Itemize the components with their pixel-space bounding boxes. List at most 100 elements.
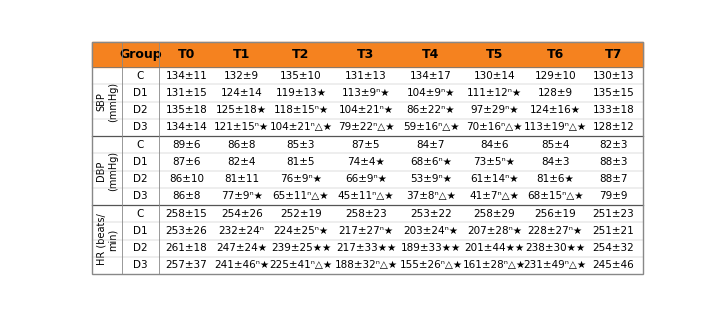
Text: 128±9: 128±9 [538, 88, 573, 98]
Text: 84±6: 84±6 [480, 140, 508, 150]
Text: 104±21ⁿ★: 104±21ⁿ★ [338, 105, 394, 115]
Text: 84±3: 84±3 [541, 157, 569, 167]
Text: Group: Group [119, 48, 162, 61]
Text: C: C [137, 209, 144, 219]
Text: 87±5: 87±5 [352, 140, 380, 150]
Text: 87±6: 87±6 [172, 157, 201, 167]
Text: D3: D3 [133, 122, 148, 132]
Text: 224±25ⁿ★: 224±25ⁿ★ [273, 226, 328, 236]
Text: 37±8ⁿ△★: 37±8ⁿ△★ [406, 192, 456, 202]
Text: 261±18: 261±18 [166, 243, 207, 253]
Text: 70±16ⁿ△★: 70±16ⁿ△★ [466, 122, 523, 132]
Text: 74±4★: 74±4★ [347, 157, 385, 167]
Text: D1: D1 [133, 226, 148, 236]
Text: 104±21ⁿ△★: 104±21ⁿ△★ [270, 122, 333, 132]
Text: 81±11: 81±11 [224, 174, 260, 184]
Text: 104±9ⁿ★: 104±9ⁿ★ [407, 88, 455, 98]
Text: D1: D1 [133, 157, 148, 167]
Text: 258±15: 258±15 [166, 209, 207, 219]
Text: T2: T2 [293, 48, 310, 61]
Text: T0: T0 [178, 48, 195, 61]
Text: 134±17: 134±17 [410, 71, 452, 80]
Text: 132±9: 132±9 [224, 71, 260, 80]
Text: 113±9ⁿ★: 113±9ⁿ★ [342, 88, 390, 98]
Text: 59±16ⁿ△★: 59±16ⁿ△★ [403, 122, 459, 132]
Text: SBP
(mmHg): SBP (mmHg) [97, 81, 118, 122]
Text: 247±24★: 247±24★ [216, 243, 267, 253]
Text: 130±14: 130±14 [474, 71, 516, 80]
Text: D2: D2 [133, 174, 148, 184]
Text: 217±33★★: 217±33★★ [336, 243, 396, 253]
Text: 131±13: 131±13 [345, 71, 387, 80]
Text: 131±15: 131±15 [166, 88, 207, 98]
Text: 86±22ⁿ★: 86±22ⁿ★ [407, 105, 455, 115]
Text: D3: D3 [133, 192, 148, 202]
Text: 232±24ⁿ: 232±24ⁿ [219, 226, 265, 236]
Text: D3: D3 [133, 261, 148, 271]
Text: 161±28ⁿ△★: 161±28ⁿ△★ [463, 261, 526, 271]
Text: 125±18★: 125±18★ [216, 105, 267, 115]
Text: C: C [137, 71, 144, 80]
Text: 68±6ⁿ★: 68±6ⁿ★ [410, 157, 452, 167]
Text: 201±44★★: 201±44★★ [465, 243, 525, 253]
Text: 130±13: 130±13 [593, 71, 635, 80]
Text: 135±18: 135±18 [166, 105, 207, 115]
Text: 119±13★: 119±13★ [275, 88, 326, 98]
Text: 239±25★★: 239±25★★ [271, 243, 331, 253]
Text: 82±3: 82±3 [599, 140, 627, 150]
Text: 84±7: 84±7 [417, 140, 445, 150]
Text: C: C [137, 140, 144, 150]
Text: T5: T5 [486, 48, 503, 61]
Text: 188±32ⁿ△★: 188±32ⁿ△★ [334, 261, 397, 271]
Text: 86±8: 86±8 [227, 140, 256, 150]
Text: 225±41ⁿ△★: 225±41ⁿ△★ [270, 261, 333, 271]
Text: T3: T3 [357, 48, 374, 61]
Text: 256±19: 256±19 [534, 209, 576, 219]
Text: 79±9: 79±9 [599, 192, 627, 202]
Text: 257±37: 257±37 [166, 261, 207, 271]
Text: 113±19ⁿ△★: 113±19ⁿ△★ [523, 122, 587, 132]
Text: 81±6★: 81±6★ [536, 174, 574, 184]
Text: T1: T1 [233, 48, 250, 61]
Text: 238±30★★: 238±30★★ [526, 243, 585, 253]
Text: 231±49ⁿ△★: 231±49ⁿ△★ [523, 261, 587, 271]
Text: 124±14: 124±14 [221, 88, 262, 98]
Text: 85±3: 85±3 [287, 140, 315, 150]
Text: D2: D2 [133, 243, 148, 253]
Text: 53±9ⁿ★: 53±9ⁿ★ [410, 174, 452, 184]
Text: 88±3: 88±3 [599, 157, 627, 167]
Text: 134±14: 134±14 [166, 122, 207, 132]
Text: 41±7ⁿ△★: 41±7ⁿ△★ [470, 192, 519, 202]
Text: 77±9ⁿ★: 77±9ⁿ★ [221, 192, 262, 202]
Text: 258±23: 258±23 [345, 209, 387, 219]
Text: 129±10: 129±10 [534, 71, 576, 80]
Text: D2: D2 [133, 105, 148, 115]
Text: T4: T4 [422, 48, 440, 61]
Text: 65±11ⁿ△★: 65±11ⁿ△★ [272, 192, 329, 202]
Text: 258±29: 258±29 [474, 209, 516, 219]
Text: 133±18: 133±18 [592, 105, 635, 115]
Text: 251±23: 251±23 [592, 209, 635, 219]
Text: 207±28ⁿ★: 207±28ⁿ★ [467, 226, 522, 236]
Text: 134±11: 134±11 [166, 71, 207, 80]
Text: 155±26ⁿ△★: 155±26ⁿ△★ [399, 261, 462, 271]
Text: 86±8: 86±8 [172, 192, 201, 202]
Text: 88±7: 88±7 [599, 174, 627, 184]
Text: 82±4: 82±4 [227, 157, 256, 167]
Text: 85±4: 85±4 [541, 140, 569, 150]
Bar [92, 42, 642, 67]
Text: 97±29ⁿ★: 97±29ⁿ★ [470, 105, 518, 115]
Text: 253±26: 253±26 [166, 226, 207, 236]
Text: 203±24ⁿ★: 203±24ⁿ★ [404, 226, 458, 236]
Text: 66±9ⁿ★: 66±9ⁿ★ [345, 174, 387, 184]
Text: 251±21: 251±21 [592, 226, 635, 236]
Text: 253±22: 253±22 [410, 209, 452, 219]
Text: 128±12: 128±12 [592, 122, 635, 132]
Text: 76±9ⁿ★: 76±9ⁿ★ [280, 174, 322, 184]
Text: 86±10: 86±10 [169, 174, 204, 184]
Text: 135±15: 135±15 [592, 88, 635, 98]
Text: 45±11ⁿ△★: 45±11ⁿ△★ [338, 192, 394, 202]
Text: 245±46: 245±46 [592, 261, 635, 271]
Text: 217±27ⁿ★: 217±27ⁿ★ [338, 226, 394, 236]
Text: DBP
(mmHg): DBP (mmHg) [97, 150, 118, 191]
